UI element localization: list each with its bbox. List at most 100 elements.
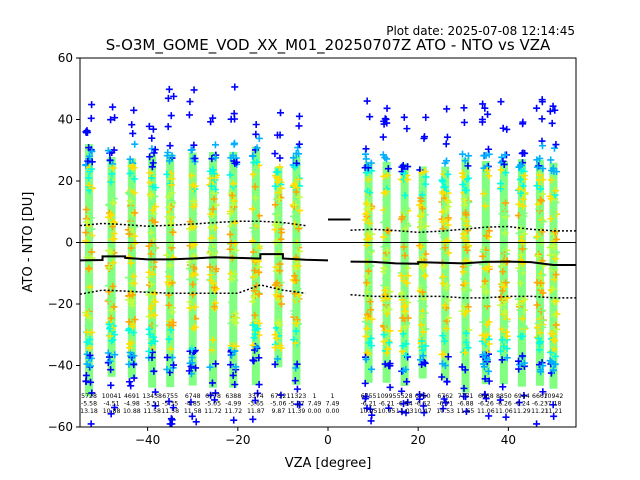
- data-point: [441, 337, 449, 345]
- data-point: [418, 313, 426, 321]
- data-point: [125, 190, 133, 198]
- data-point: [379, 133, 387, 141]
- data-point: [126, 197, 134, 205]
- data-point: [439, 279, 447, 287]
- data-point: [149, 333, 157, 341]
- data-point: [210, 283, 218, 291]
- data-point: [109, 259, 117, 267]
- data-point: [502, 169, 510, 177]
- bin-stat-label: 6778: [205, 393, 221, 400]
- data-point: [164, 123, 172, 131]
- data-point: [367, 365, 375, 373]
- data-point: [536, 207, 544, 215]
- data-point: [126, 155, 134, 163]
- data-point: [386, 362, 394, 370]
- data-point: [253, 158, 261, 166]
- data-point: [501, 322, 509, 330]
- data-point: [383, 246, 391, 254]
- lower-std-line: [80, 284, 306, 295]
- data-point: [255, 268, 263, 276]
- data-point: [550, 311, 558, 319]
- bin-stat-label: 10.53: [436, 408, 454, 415]
- data-point: [145, 122, 153, 130]
- data-point: [363, 288, 371, 296]
- bin-stat-label: 6755: [361, 393, 377, 400]
- bin-stat-label: -7.18: [545, 400, 561, 407]
- data-point: [230, 416, 238, 424]
- data-point: [498, 287, 506, 295]
- data-point: [152, 184, 160, 192]
- data-point: [190, 197, 198, 205]
- lower-std-line: [350, 294, 576, 299]
- data-point: [418, 361, 426, 369]
- data-point: [480, 190, 488, 198]
- data-point: [401, 208, 409, 216]
- bin-stat-label: 7.49: [326, 400, 340, 407]
- data-point: [130, 232, 138, 240]
- bin-stat-label: 1: [331, 393, 335, 400]
- data-point: [537, 196, 545, 204]
- data-point: [462, 243, 470, 251]
- data-point: [129, 323, 137, 331]
- data-point: [104, 349, 112, 357]
- data-point: [106, 325, 114, 333]
- data-point: [519, 195, 527, 203]
- data-point: [403, 264, 411, 272]
- data-point: [551, 337, 559, 345]
- data-point: [168, 197, 176, 205]
- data-point: [84, 222, 92, 230]
- data-point: [500, 283, 508, 291]
- bin-column: [499, 161, 508, 385]
- data-point: [147, 305, 155, 313]
- data-point: [212, 173, 220, 181]
- data-point: [190, 263, 198, 271]
- data-point: [463, 307, 471, 315]
- data-point: [515, 399, 523, 407]
- data-point: [277, 344, 285, 352]
- data-point: [168, 279, 176, 287]
- data-point: [149, 261, 157, 269]
- bin-stat-label: 10995: [377, 393, 397, 400]
- data-point: [206, 363, 214, 371]
- data-point: [272, 210, 280, 218]
- data-point: [88, 184, 96, 192]
- data-point: [151, 322, 159, 330]
- data-point: [462, 407, 470, 415]
- data-point: [400, 243, 408, 251]
- data-point: [105, 209, 113, 217]
- data-point: [380, 233, 388, 241]
- data-point: [231, 83, 239, 91]
- data-point: [535, 250, 543, 258]
- data-point: [229, 285, 237, 293]
- data-point: [187, 398, 195, 406]
- data-point: [88, 158, 96, 166]
- data-point: [109, 164, 117, 172]
- data-point: [383, 276, 391, 284]
- data-point: [250, 228, 258, 236]
- data-point: [419, 288, 427, 296]
- data-point: [107, 210, 115, 218]
- data-point: [277, 300, 285, 308]
- bin-column: [549, 162, 558, 389]
- data-point: [233, 158, 241, 166]
- data-point: [481, 277, 489, 285]
- bin-column: [166, 154, 175, 388]
- data-point: [379, 151, 387, 159]
- bin-stat-label: 10.95: [378, 408, 396, 415]
- data-point: [165, 157, 173, 165]
- data-point: [551, 228, 559, 236]
- data-point: [208, 234, 216, 242]
- data-point: [147, 192, 155, 200]
- data-point: [163, 170, 171, 178]
- data-point: [190, 324, 198, 332]
- chart-title: S-O3M_GOME_VOD_XX_M01_20250707Z ATO - NT…: [106, 36, 551, 55]
- data-point: [361, 164, 369, 172]
- data-point: [502, 250, 510, 258]
- data-point: [362, 145, 370, 153]
- data-point: [546, 251, 554, 259]
- data-point: [210, 269, 218, 277]
- data-point: [485, 172, 493, 180]
- data-point: [443, 105, 451, 113]
- data-point: [125, 318, 133, 326]
- bin-stat-label: 13.18: [80, 408, 98, 415]
